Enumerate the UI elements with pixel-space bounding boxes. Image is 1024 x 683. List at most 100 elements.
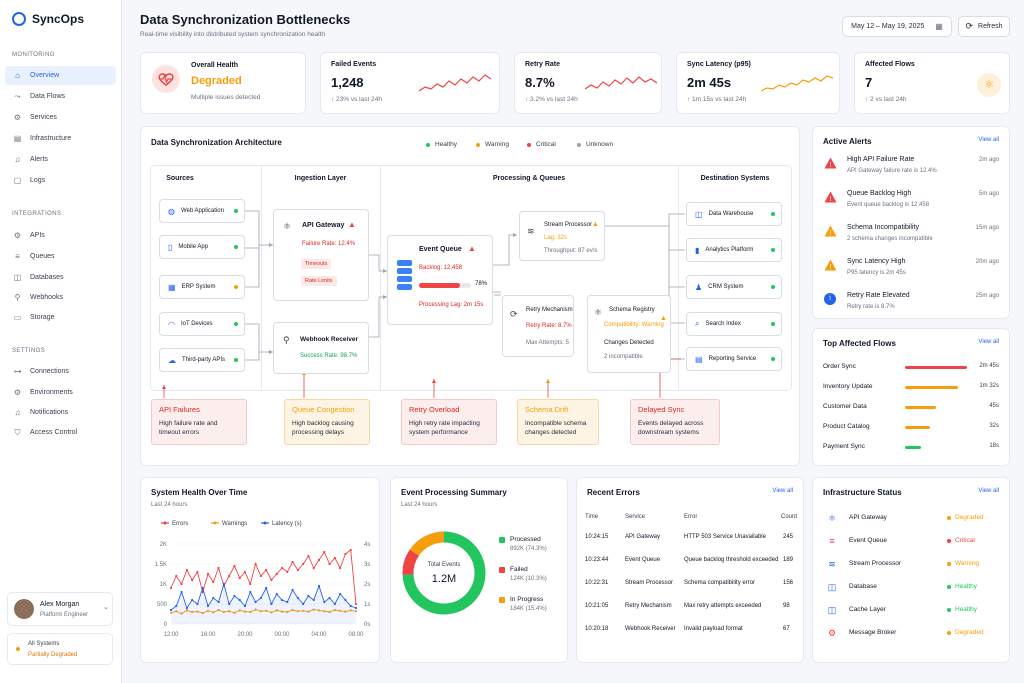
flow-name[interactable]: Order Sync bbox=[823, 363, 856, 370]
y2-tick-label: 0s bbox=[364, 622, 370, 628]
series-warnings-point bbox=[280, 610, 284, 613]
nav-services[interactable]: ⚙ Services bbox=[13, 113, 57, 122]
series-errors-point bbox=[243, 570, 247, 574]
alert-time: 25m ago bbox=[975, 293, 999, 299]
status-dot bbox=[234, 245, 238, 249]
schema-icon: ⚛ bbox=[594, 307, 603, 317]
dest-data-warehouse[interactable]: ◫ Data Warehouse bbox=[686, 202, 782, 226]
nav-alerts[interactable]: ♫ Alerts bbox=[14, 155, 48, 164]
infra-view-all-link[interactable]: View all bbox=[978, 488, 999, 494]
dest-search-index[interactable]: ⌕ Search Index bbox=[686, 312, 782, 336]
queue-icon: ≡ bbox=[15, 252, 20, 261]
nav-logs[interactable]: ▢ Logs bbox=[13, 176, 46, 185]
dest-reporting-service[interactable]: ▤ Reporting Service bbox=[686, 347, 782, 371]
kpi-retry-value: 8.7% bbox=[525, 75, 555, 90]
series-latency-s-point bbox=[180, 590, 183, 594]
globe-icon: ◍ bbox=[168, 206, 175, 216]
table-row[interactable]: 10:21:05 Retry Mechanism Max retry attempt… bbox=[577, 603, 803, 615]
kpi-latency-label: Sync Latency (p95) bbox=[687, 61, 751, 68]
nav-connections[interactable]: ⊶ Connections bbox=[13, 367, 69, 376]
alert-title[interactable]: Schema Incompatibility bbox=[847, 224, 919, 231]
dest-analytics-platform[interactable]: ▮ Analytics Platform bbox=[686, 238, 782, 262]
alerts-view-all-link[interactable]: View all bbox=[978, 137, 999, 143]
health-chart-panel: System Health Over Time Last 24 hours Er… bbox=[140, 477, 380, 663]
source-iot-devices[interactable]: ◠ IoT Devices bbox=[159, 312, 245, 336]
source-third-party-apis[interactable]: ☁ Third-party APIs bbox=[159, 348, 245, 372]
infra-name[interactable]: Stream Processor bbox=[849, 560, 902, 567]
alerts-title: Active Alerts bbox=[823, 137, 872, 146]
status-dot bbox=[234, 322, 238, 326]
alert-title[interactable]: Sync Latency High bbox=[847, 258, 906, 265]
series-errors-point bbox=[307, 554, 310, 558]
series-warnings-point bbox=[344, 610, 347, 613]
date-range-picker[interactable]: May 12 – May 19, 2025 ▦ bbox=[842, 16, 952, 37]
nav-webhooks[interactable]: ⚲ Webhooks bbox=[14, 293, 63, 302]
table-row[interactable]: 10:23:44 Event Queue Queue backlog thresho… bbox=[577, 557, 803, 569]
source-mobile-app[interactable]: ▯ Mobile App bbox=[159, 235, 245, 259]
nav-data-flows[interactable]: ⤳ Data Flows bbox=[14, 91, 66, 101]
node-retry-mechanism[interactable]: ⟳ Retry Mechanism Retry Rate: 8.7% Max A… bbox=[502, 295, 574, 357]
health-chart-subtitle: Last 24 hours bbox=[151, 502, 188, 508]
legend-latency-s: Latency (s) bbox=[261, 521, 302, 527]
series-latency-s-point bbox=[349, 604, 352, 608]
flow-name[interactable]: Inventory Update bbox=[823, 383, 873, 390]
nav-apis[interactable]: ⚙ APIs bbox=[13, 231, 45, 240]
infra-name[interactable]: Database bbox=[849, 583, 877, 590]
infra-title: Infrastructure Status bbox=[823, 488, 902, 497]
table-row[interactable]: 10:20:18 Webhook Receiver Invalid payload … bbox=[577, 626, 803, 638]
node-event-queue[interactable]: Event Queue ▲ Backlog: 12,458 78% Proces… bbox=[387, 235, 493, 325]
column-ingestion: Ingestion Layer bbox=[294, 175, 347, 182]
source-erp-system[interactable]: ▦ ERP System bbox=[159, 275, 245, 299]
kpi-failed-delta: ↑ 23% vs last 24h bbox=[331, 96, 382, 103]
infra-name[interactable]: Cache Layer bbox=[849, 606, 886, 613]
brand[interactable]: SyncOps bbox=[12, 12, 84, 26]
nav-access-control[interactable]: ⛉ Access Control bbox=[14, 427, 78, 437]
refresh-icon: ⟳ bbox=[965, 21, 974, 31]
node-api-gateway[interactable]: ⚛ API Gateway ▲ Failure Rate: 12.4% Time… bbox=[273, 209, 369, 301]
series-warnings-point bbox=[201, 612, 204, 615]
flow-name[interactable]: Payment Sync bbox=[823, 443, 865, 450]
node-webhook-receiver[interactable]: ⚲ Webhook Receiver Success Rate: 98.7% bbox=[273, 322, 369, 374]
series-latency-s-point bbox=[185, 606, 188, 610]
table-row[interactable]: 10:22:31 Stream Processor Schema compatibi… bbox=[577, 580, 803, 592]
kpi-overall-health: Overall Health Degraded Multiple issues … bbox=[140, 52, 306, 114]
source-web-application[interactable]: ◍ Web Application bbox=[159, 199, 245, 223]
node-schema-registry[interactable]: ⚛ Schema Registry ▲ Compatibility: Warni… bbox=[587, 295, 671, 373]
series-latency-s-point bbox=[228, 602, 231, 606]
alert-title[interactable]: High API Failure Rate bbox=[847, 156, 915, 163]
series-errors-point bbox=[259, 574, 262, 578]
info-icon: i bbox=[824, 293, 836, 305]
nav-queues[interactable]: ≡ Queues bbox=[5, 247, 116, 266]
error-message: HTTP 503 Service Unavailable bbox=[684, 534, 766, 540]
environments-icon: ⚙ bbox=[13, 388, 22, 397]
node-stream-processor[interactable]: ≋ Stream Processor ▲ Lag: 32s Throughput… bbox=[519, 211, 605, 261]
nav-environments[interactable]: ⚙ Environments bbox=[13, 388, 73, 397]
infra-name[interactable]: API Gateway bbox=[849, 514, 887, 521]
architecture-frame bbox=[150, 165, 792, 391]
series-warnings-point bbox=[339, 609, 342, 612]
system-status-card[interactable]: All Systems Partially Degraded bbox=[7, 633, 113, 665]
user-card[interactable]: Alex Morgan Platform Engineer ⌄ bbox=[7, 592, 113, 626]
infra-name[interactable]: Event Queue bbox=[849, 537, 887, 544]
webhook-icon: ⚲ bbox=[283, 335, 290, 345]
nav-overview[interactable]: ⌂ Overview bbox=[5, 66, 116, 85]
database-icon: ◫ bbox=[827, 582, 837, 592]
nav-storage[interactable]: ▭ Storage bbox=[13, 313, 55, 322]
dest-crm-system[interactable]: ♟ CRM System bbox=[686, 275, 782, 299]
kpi-health-sub: Multiple issues detected bbox=[191, 94, 261, 101]
flow-name[interactable]: Product Catalog bbox=[823, 423, 870, 430]
nav-notifications[interactable]: ♫ Notifications bbox=[14, 408, 69, 417]
refresh-button[interactable]: ⟳ Refresh bbox=[958, 16, 1010, 37]
errors-view-all-link[interactable]: View all bbox=[772, 488, 793, 494]
nav-infrastructure[interactable]: ▤ Infrastructure bbox=[13, 134, 72, 143]
alert-title[interactable]: Queue Backlog High bbox=[847, 190, 912, 197]
y-tick-label: 1K bbox=[160, 582, 167, 588]
kpi-sync-latency: Sync Latency (p95) 2m 45s ↑ 1m 15s vs la… bbox=[676, 52, 840, 114]
flow-name[interactable]: Customer Data bbox=[823, 403, 867, 410]
flows-view-all-link[interactable]: View all bbox=[978, 339, 999, 345]
infra-name[interactable]: Message Broker bbox=[849, 629, 897, 636]
alert-title[interactable]: Retry Rate Elevated bbox=[847, 292, 910, 299]
nav-databases[interactable]: ◫ Databases bbox=[13, 273, 64, 282]
y-tick-label: 1.5K bbox=[155, 562, 167, 568]
table-row[interactable]: 10:24:15 API Gateway HTTP 503 Service Unav… bbox=[577, 534, 803, 546]
